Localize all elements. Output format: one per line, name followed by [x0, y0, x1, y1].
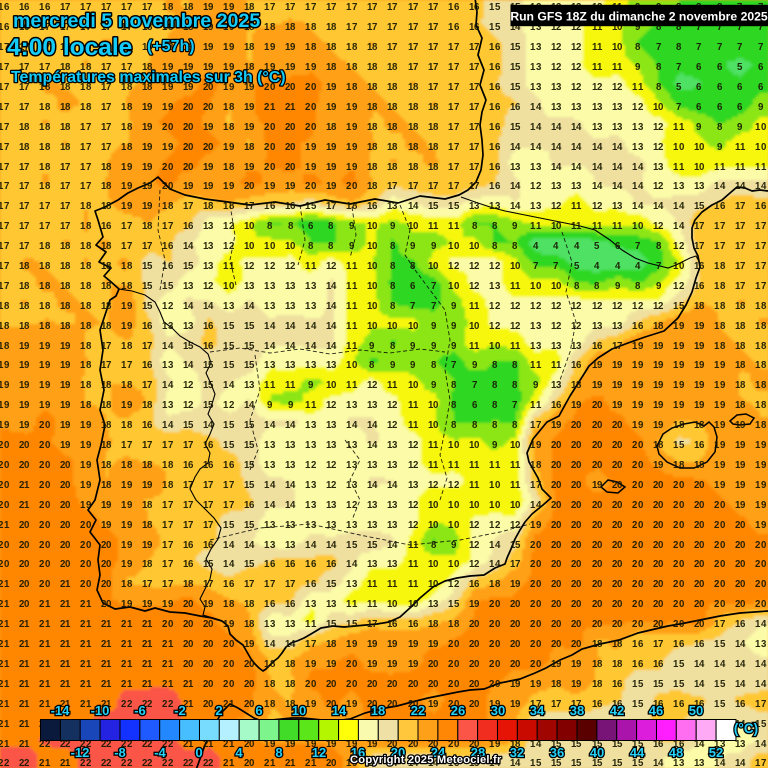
- svg-text:-14: -14: [51, 703, 71, 718]
- svg-text:24: 24: [431, 745, 446, 760]
- svg-text:50: 50: [689, 703, 703, 718]
- svg-text:6: 6: [255, 703, 262, 718]
- svg-text:18: 18: [371, 703, 385, 718]
- svg-text:12: 12: [312, 745, 326, 760]
- svg-text:48: 48: [669, 745, 683, 760]
- svg-text:30: 30: [491, 703, 505, 718]
- svg-text:38: 38: [570, 703, 584, 718]
- svg-text:28: 28: [471, 745, 485, 760]
- svg-text:16: 16: [351, 745, 365, 760]
- svg-text:-4: -4: [154, 745, 166, 760]
- svg-text:-8: -8: [114, 745, 126, 760]
- svg-text:-12: -12: [71, 745, 90, 760]
- svg-text:(°C): (°C): [734, 721, 758, 736]
- svg-text:Températures maximales sur 3h: Températures maximales sur 3h (°C): [11, 69, 286, 86]
- svg-text:40: 40: [590, 745, 604, 760]
- svg-text:10: 10: [292, 703, 306, 718]
- svg-text:mercredi 5 novembre 2025: mercredi 5 novembre 2025: [13, 10, 260, 32]
- svg-text:20: 20: [391, 745, 405, 760]
- svg-text:0: 0: [195, 745, 202, 760]
- svg-text:22: 22: [411, 703, 425, 718]
- svg-text:32: 32: [510, 745, 524, 760]
- svg-text:(+57h): (+57h): [147, 38, 195, 55]
- svg-text:-10: -10: [91, 703, 110, 718]
- svg-text:36: 36: [550, 745, 564, 760]
- svg-text:8: 8: [275, 745, 282, 760]
- svg-text:46: 46: [649, 703, 663, 718]
- svg-text:4: 4: [235, 745, 243, 760]
- svg-text:2: 2: [215, 703, 222, 718]
- svg-text:Copyright 2025 Meteociel.fr: Copyright 2025 Meteociel.fr: [350, 754, 502, 766]
- svg-text:Run GFS 18Z du dimanche 2 nove: Run GFS 18Z du dimanche 2 novembre 2025: [510, 9, 768, 23]
- svg-text:34: 34: [530, 703, 545, 718]
- svg-text:42: 42: [610, 703, 624, 718]
- svg-text:-6: -6: [134, 703, 146, 718]
- svg-text:26: 26: [451, 703, 465, 718]
- svg-text:-2: -2: [174, 703, 186, 718]
- svg-text:14: 14: [332, 703, 347, 718]
- svg-text:44: 44: [630, 745, 645, 760]
- svg-text:4:00 locale: 4:00 locale: [7, 34, 132, 61]
- svg-text:52: 52: [709, 745, 723, 760]
